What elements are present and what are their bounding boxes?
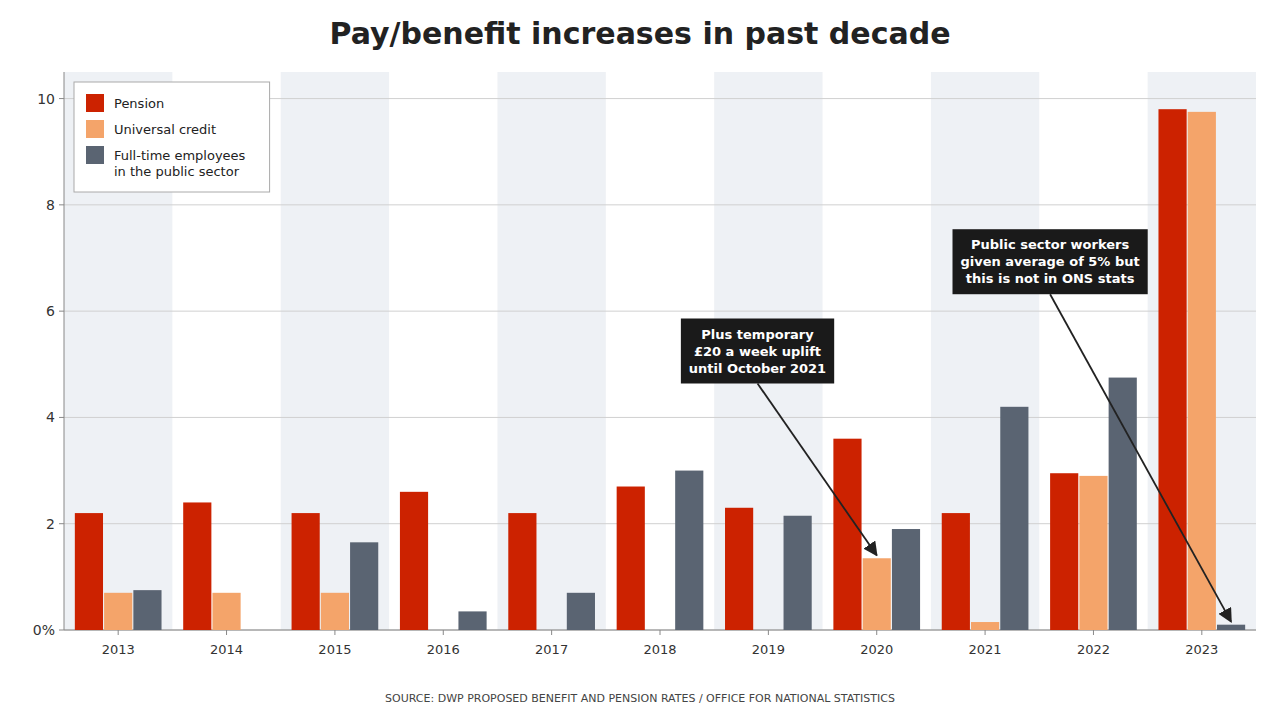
x-tick-label: 2015 bbox=[318, 642, 351, 657]
text-line: Full-time employees bbox=[114, 148, 246, 163]
x-tick bbox=[768, 630, 769, 635]
x-tick-label: 2014 bbox=[210, 642, 243, 657]
bar bbox=[212, 593, 240, 630]
text-line: Plus temporary bbox=[701, 327, 814, 342]
bar bbox=[1158, 109, 1186, 630]
annotation-box bbox=[952, 229, 1147, 294]
legend-label: Universal credit bbox=[114, 122, 216, 137]
y-tick bbox=[59, 523, 64, 524]
x-tick-label: 2017 bbox=[535, 642, 568, 657]
legend-label: Pension bbox=[114, 96, 164, 111]
bar bbox=[942, 513, 970, 630]
x-tick bbox=[443, 630, 444, 635]
bar bbox=[321, 593, 349, 630]
stripe bbox=[1148, 72, 1256, 630]
bar bbox=[1000, 407, 1028, 630]
bar bbox=[458, 611, 486, 630]
bar bbox=[75, 513, 103, 630]
bar bbox=[863, 558, 891, 630]
legend-label: Full-time employeesin the public sector bbox=[114, 148, 246, 179]
title: Pay/benefit increases in past decade bbox=[330, 16, 951, 51]
bar bbox=[350, 542, 378, 630]
y-tick bbox=[59, 204, 64, 205]
bar bbox=[784, 516, 812, 630]
text-line: Universal credit bbox=[114, 122, 216, 137]
text-line: this is not in ONS stats bbox=[966, 271, 1135, 286]
annotation-arrow bbox=[1050, 294, 1231, 621]
bar bbox=[1079, 476, 1107, 630]
y-tick-label: 10 bbox=[37, 91, 55, 107]
annotation-box bbox=[681, 319, 834, 384]
grid-line bbox=[64, 417, 1256, 418]
stripe bbox=[931, 72, 1039, 630]
annotation-text: Plus temporary £20 a week uplift until Oct… bbox=[689, 327, 826, 376]
text-line: until October 2021 bbox=[689, 361, 826, 376]
x-tick bbox=[551, 630, 552, 635]
x-tick-label: 2022 bbox=[1077, 642, 1110, 657]
x-tick-label: 2020 bbox=[860, 642, 893, 657]
bar bbox=[400, 492, 428, 630]
y-tick bbox=[59, 630, 64, 631]
bar bbox=[508, 513, 536, 630]
x-tick bbox=[660, 630, 661, 635]
x-tick bbox=[226, 630, 227, 635]
legend-box bbox=[74, 82, 270, 192]
x-tick-label: 2019 bbox=[752, 642, 785, 657]
bar bbox=[833, 439, 861, 630]
legend: Pension Universal credit Full-time employe… bbox=[74, 82, 270, 192]
bar bbox=[971, 622, 999, 630]
legend-swatch bbox=[86, 120, 104, 138]
y-tick-label: 0% bbox=[33, 622, 55, 638]
x-tick bbox=[334, 630, 335, 635]
bar bbox=[892, 529, 920, 630]
y-tick bbox=[59, 98, 64, 99]
bar bbox=[1217, 625, 1245, 630]
text-line: Public sector workers bbox=[971, 237, 1129, 252]
x-tick-label: 2013 bbox=[102, 642, 135, 657]
annotation-text: Public sector workers given average of 5%… bbox=[960, 237, 1139, 286]
y-tick bbox=[59, 311, 64, 312]
bar bbox=[1050, 473, 1078, 630]
x-tick-label: 2021 bbox=[969, 642, 1002, 657]
source: SOURCE: DWP PROPOSED BENEFIT AND PENSION… bbox=[385, 692, 895, 705]
annotation-arrow bbox=[758, 384, 877, 556]
legend-swatch bbox=[86, 94, 104, 112]
x-tick bbox=[985, 630, 986, 635]
x-tick bbox=[1201, 630, 1202, 635]
text-line: in the public sector bbox=[114, 164, 240, 179]
bar bbox=[1109, 378, 1137, 630]
bar bbox=[567, 593, 595, 630]
legend-swatch bbox=[86, 146, 104, 164]
bar bbox=[104, 593, 132, 630]
bar bbox=[725, 508, 753, 630]
y-axis-line bbox=[64, 72, 65, 630]
annotation: Public sector workers given average of 5%… bbox=[952, 229, 1231, 621]
annotation: Plus temporary £20 a week uplift until Oct… bbox=[681, 319, 877, 556]
y-tick-label: 2 bbox=[46, 516, 55, 532]
y-tick bbox=[59, 417, 64, 418]
bar bbox=[242, 630, 270, 631]
y-tick-label: 8 bbox=[46, 197, 55, 213]
bar bbox=[675, 471, 703, 630]
x-tick-label: 2018 bbox=[643, 642, 676, 657]
bar bbox=[617, 487, 645, 630]
grid-line bbox=[64, 204, 1256, 205]
x-tick-label: 2016 bbox=[427, 642, 460, 657]
x-tick bbox=[118, 630, 119, 635]
text-line: Pension bbox=[114, 96, 164, 111]
text-line: £20 a week uplift bbox=[694, 344, 821, 359]
y-tick-label: 4 bbox=[46, 409, 55, 425]
stripe bbox=[281, 72, 389, 630]
y-tick-label: 6 bbox=[46, 303, 55, 319]
stripe bbox=[497, 72, 605, 630]
bar bbox=[183, 502, 211, 630]
x-tick-label: 2023 bbox=[1185, 642, 1218, 657]
bar bbox=[292, 513, 320, 630]
x-tick bbox=[1093, 630, 1094, 635]
bar bbox=[133, 590, 161, 630]
x-tick bbox=[876, 630, 877, 635]
text-line: given average of 5% but bbox=[960, 254, 1139, 269]
grid-line bbox=[64, 311, 1256, 312]
